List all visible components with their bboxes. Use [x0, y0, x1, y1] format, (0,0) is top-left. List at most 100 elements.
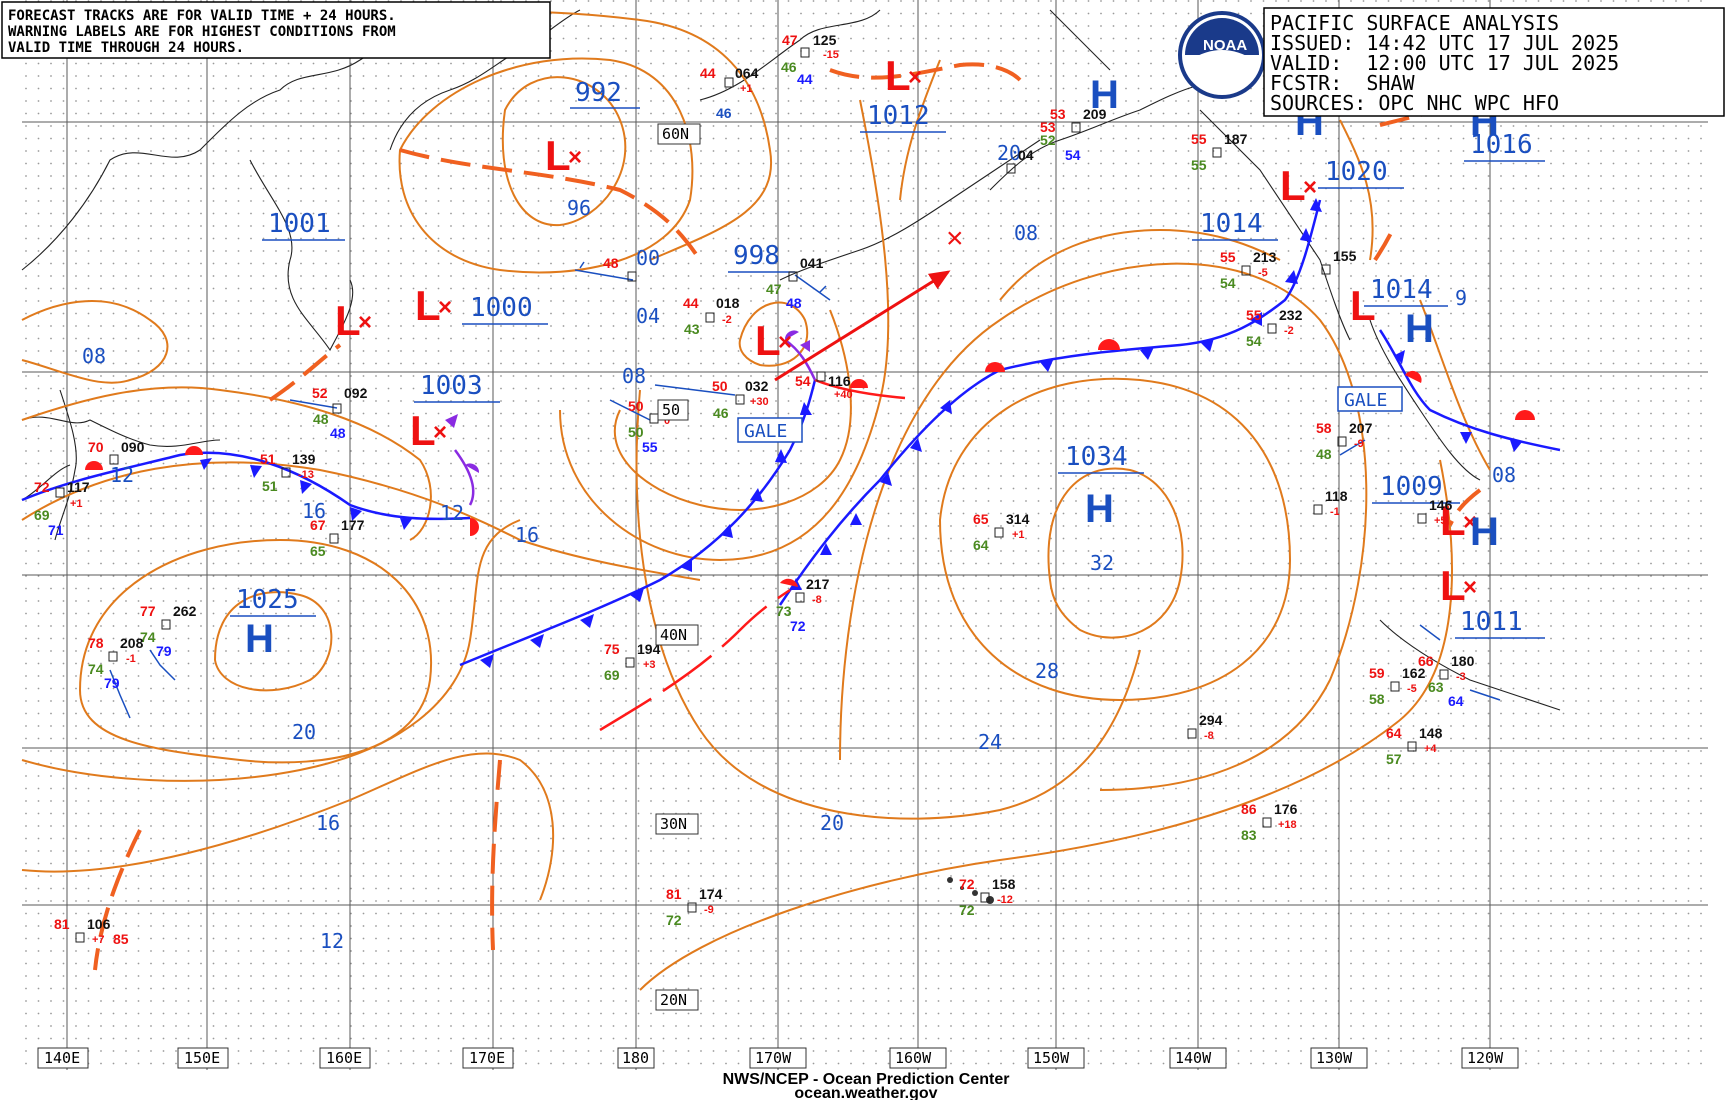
svg-text:77: 77 [140, 603, 156, 619]
isobar-label: 20 [820, 811, 844, 835]
isobar-label: 20 [997, 141, 1021, 165]
svg-text:L: L [1440, 497, 1466, 544]
svg-text:207: 207 [1349, 420, 1373, 436]
svg-text:55: 55 [1191, 131, 1207, 147]
svg-text:72: 72 [666, 912, 682, 928]
station-plot: 81 174 72 -9 [666, 886, 723, 928]
svg-text:-5: -5 [1407, 683, 1417, 695]
station-plot: 54 116 +40 [795, 371, 853, 401]
svg-text:064: 064 [735, 65, 759, 81]
isobar-label: 16 [316, 811, 340, 835]
svg-text:+40: +40 [834, 389, 853, 401]
svg-text:81: 81 [54, 916, 70, 932]
footer-url: ocean.weather.gov [794, 1085, 937, 1100]
svg-text:174: 174 [699, 886, 723, 902]
svg-text:+18: +18 [1278, 819, 1297, 831]
svg-text:130W: 130W [1316, 1049, 1353, 1067]
svg-text:20N: 20N [660, 991, 687, 1009]
svg-text:194: 194 [637, 641, 661, 657]
svg-text:180: 180 [1451, 653, 1475, 669]
station-plot: 55 187 55 [1191, 131, 1248, 173]
svg-text:262: 262 [173, 603, 197, 619]
station-plot: 118 -1 [1313, 488, 1348, 518]
svg-text:314: 314 [1006, 511, 1030, 527]
svg-text:54: 54 [1246, 333, 1262, 349]
svg-text:65: 65 [310, 543, 326, 559]
svg-text:30N: 30N [660, 815, 687, 833]
svg-text:125: 125 [813, 32, 837, 48]
svg-text:64: 64 [1386, 725, 1402, 741]
svg-text:+1: +1 [1012, 529, 1025, 541]
center-label: 1034 [1065, 442, 1128, 472]
svg-text:72: 72 [790, 618, 806, 634]
station-plot: 155 [1321, 248, 1357, 275]
forecast-track: × [774, 222, 964, 382]
svg-text:83: 83 [1241, 827, 1257, 843]
station-plot: 67 177 65 [310, 517, 365, 559]
svg-text:-12: -12 [997, 894, 1013, 906]
svg-text:217: 217 [806, 576, 830, 592]
svg-text:85: 85 [113, 931, 129, 947]
svg-text:52: 52 [1040, 132, 1056, 148]
station-plot: 294 -8 [1187, 712, 1223, 742]
isobar-label: 16 [302, 499, 326, 523]
svg-text:51: 51 [262, 478, 278, 494]
svg-text:+1: +1 [70, 498, 83, 510]
svg-text:+30: +30 [750, 396, 769, 408]
svg-text:×: × [1463, 574, 1477, 601]
svg-text:×: × [778, 329, 792, 356]
isobar-label: 04 [636, 304, 660, 328]
svg-text:L: L [415, 282, 441, 329]
svg-text:69: 69 [34, 507, 50, 523]
svg-text:66: 66 [1418, 653, 1434, 669]
svg-text:H: H [1085, 487, 1114, 531]
sources: SOURCES: OPC NHC WPC HFO [1270, 91, 1559, 115]
svg-text:55: 55 [1220, 249, 1236, 265]
svg-text:-9: -9 [704, 904, 714, 916]
svg-text:52: 52 [312, 385, 328, 401]
center-label: 1014 [1200, 209, 1263, 239]
svg-text:209: 209 [1083, 106, 1107, 122]
svg-text:H: H [245, 617, 274, 661]
station-plot: 48 [603, 255, 637, 282]
svg-text:44: 44 [700, 65, 716, 81]
footer-org: NWS/NCEP - Ocean Prediction Center [723, 1071, 1010, 1088]
center-label: 1011 [1460, 607, 1523, 637]
svg-text:148: 148 [1419, 725, 1443, 741]
svg-text:51: 51 [260, 451, 276, 467]
svg-text:81: 81 [666, 886, 682, 902]
low-symbol: L× L× L× L× L× L× L× L L× L× [335, 52, 1477, 609]
svg-text:150E: 150E [184, 1049, 220, 1067]
isobar-label: 08 [622, 364, 646, 388]
svg-text:146: 146 [1429, 497, 1453, 513]
svg-text:170W: 170W [755, 1049, 792, 1067]
center-label: 1025 [236, 585, 299, 615]
svg-text:170E: 170E [469, 1049, 505, 1067]
station-plot: 55 232 54 -2 [1246, 307, 1303, 349]
isobar-labels: 96 00 04 08 08 08 12 12 16 16 20 20 24 2… [82, 141, 1516, 953]
valid-time: VALID: 12:00 UTC 17 JUL 2025 [1270, 51, 1619, 75]
svg-text:53: 53 [1040, 119, 1056, 135]
svg-text:090: 090 [121, 439, 145, 455]
station-plots: 47 125 46 44 -15 44 064 46 +1 48 041 47 … [34, 32, 1475, 947]
svg-text:L: L [885, 52, 911, 99]
svg-text:59: 59 [1369, 665, 1385, 681]
svg-text:74: 74 [88, 661, 104, 677]
station-plot: 70 090 [88, 439, 145, 465]
svg-text:H: H [1470, 510, 1499, 554]
isobar-label: 08 [1492, 463, 1516, 487]
svg-text:L: L [1280, 162, 1306, 209]
svg-text:032: 032 [745, 378, 769, 394]
svg-text:041: 041 [800, 255, 824, 271]
warning-labels: GALE GALE [737, 386, 1403, 443]
noaa-logo-text: NOAA [1203, 37, 1247, 54]
station-plot: 217 73 72 -8 [776, 576, 830, 634]
svg-text:106: 106 [87, 916, 111, 932]
station-plot: 81 106 85 +7 [54, 916, 129, 947]
svg-text:139: 139 [292, 451, 316, 467]
svg-text:64: 64 [1448, 693, 1464, 709]
svg-text:86: 86 [1241, 801, 1257, 817]
svg-text:55: 55 [1191, 157, 1207, 173]
svg-text:120W: 120W [1467, 1049, 1504, 1067]
svg-text:69: 69 [604, 667, 620, 683]
